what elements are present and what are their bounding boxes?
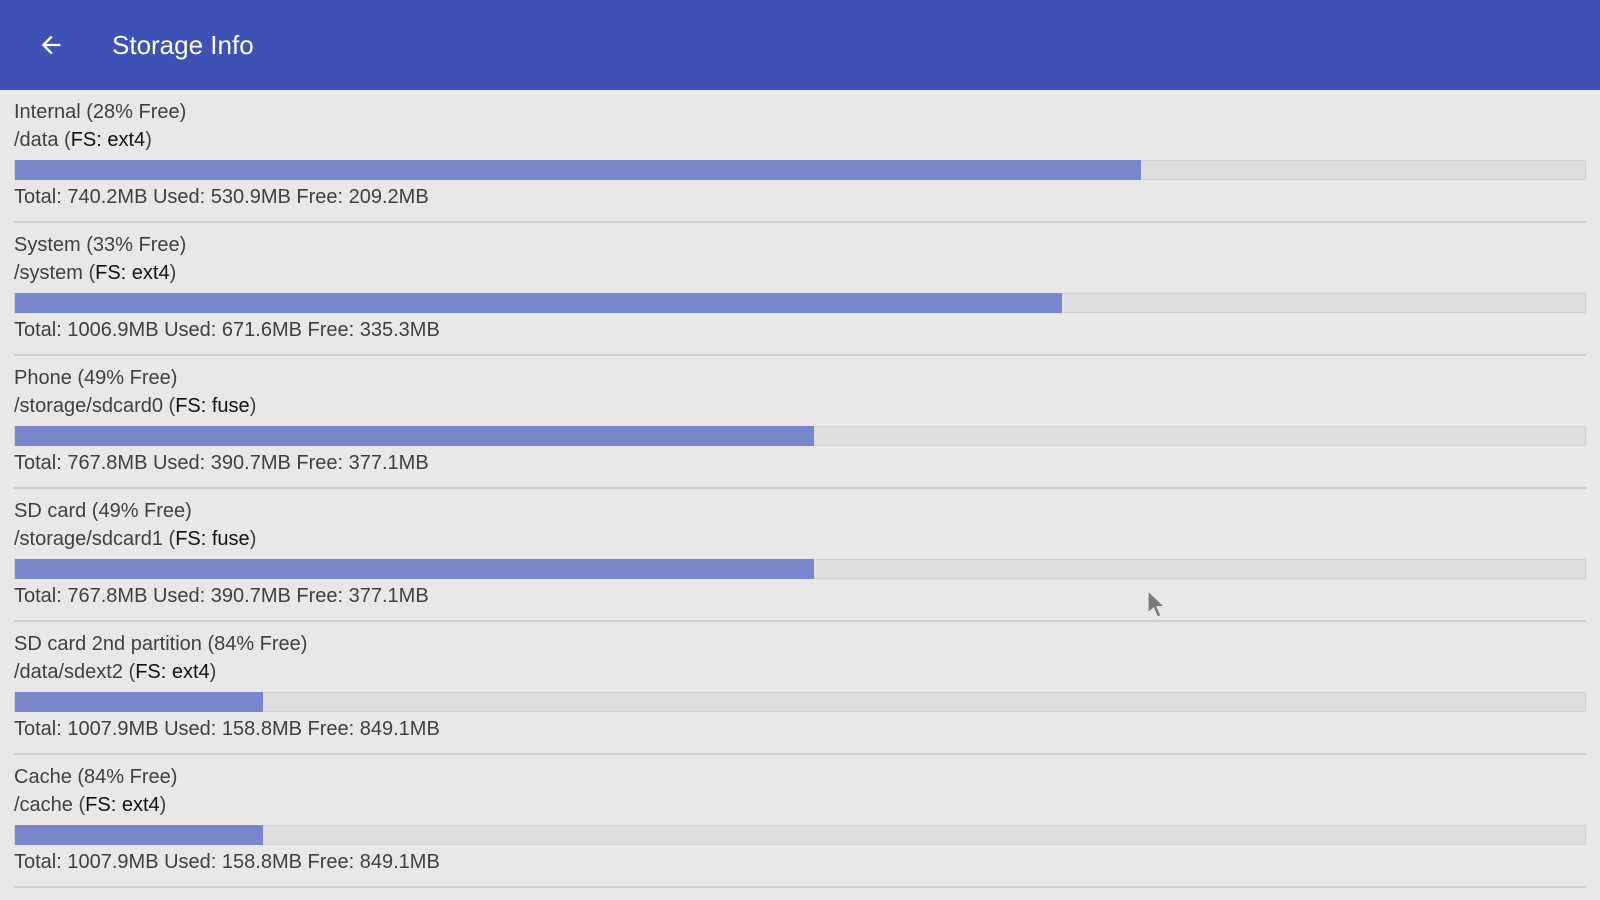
storage-name: System (33% Free) [14, 234, 187, 256]
storage-stats: Total: 1006.9MB Used: 671.6MB Free: 335.… [14, 319, 440, 341]
storage-name: SD card 2nd partition (84% Free) [14, 633, 308, 655]
app-bar: Storage Info [0, 0, 1600, 90]
storage-stats: Total: 767.8MB Used: 390.7MB Free: 377.1… [14, 585, 429, 607]
storage-item-phone[interactable]: Phone (49% Free) /storage/sdcard0 (FS: f… [14, 356, 1586, 489]
storage-path: /data (FS: ext4) [14, 129, 152, 151]
storage-stats: Total: 767.8MB Used: 390.7MB Free: 377.1… [14, 452, 429, 474]
storage-item-sd-card-2nd-partition[interactable]: SD card 2nd partition (84% Free) /data/s… [14, 622, 1586, 755]
usage-bar-fill [15, 293, 1063, 313]
storage-item-cache[interactable]: Cache (84% Free) /cache (FS: ext4) Total… [14, 755, 1586, 888]
storage-stats: Total: 1007.9MB Used: 158.8MB Free: 849.… [14, 718, 440, 740]
usage-bar [14, 692, 1586, 712]
usage-bar-fill [15, 559, 815, 579]
storage-name: Cache (84% Free) [14, 766, 178, 788]
storage-name: SD card (49% Free) [14, 500, 192, 522]
usage-bar [14, 825, 1586, 845]
mouse-pointer-icon [1147, 589, 1169, 625]
usage-bar [14, 559, 1586, 579]
usage-bar [14, 293, 1586, 313]
page-title: Storage Info [112, 29, 254, 60]
usage-bar-fill [15, 160, 1141, 180]
storage-item-sd-card[interactable]: SD card (49% Free) /storage/sdcard1 (FS:… [14, 489, 1586, 622]
filesystem-label: FS: fuse [175, 528, 250, 550]
usage-bar-fill [15, 426, 815, 446]
usage-bar [14, 426, 1586, 446]
usage-bar-fill [15, 825, 264, 845]
storage-stats: Total: 1007.9MB Used: 158.8MB Free: 849.… [14, 851, 440, 873]
storage-path: /storage/sdcard0 (FS: fuse) [14, 395, 257, 417]
usage-bar [14, 160, 1586, 180]
storage-name: Phone (49% Free) [14, 367, 178, 389]
filesystem-label: FS: ext4 [135, 661, 210, 683]
filesystem-label: FS: ext4 [95, 262, 170, 284]
arrow-left-icon [41, 35, 61, 55]
filesystem-label: FS: fuse [175, 395, 250, 417]
back-button[interactable] [23, 17, 79, 73]
storage-list: Internal (28% Free) /data (FS: ext4) Tot… [14, 90, 1586, 888]
storage-item-internal[interactable]: Internal (28% Free) /data (FS: ext4) Tot… [14, 90, 1586, 223]
filesystem-label: FS: ext4 [85, 794, 160, 816]
storage-name: Internal (28% Free) [14, 101, 187, 123]
storage-path: /storage/sdcard1 (FS: fuse) [14, 528, 257, 550]
storage-path: /cache (FS: ext4) [14, 794, 167, 816]
storage-stats: Total: 740.2MB Used: 530.9MB Free: 209.2… [14, 186, 429, 208]
storage-path: /data/sdext2 (FS: ext4) [14, 661, 217, 683]
storage-path: /system (FS: ext4) [14, 262, 177, 284]
storage-item-system[interactable]: System (33% Free) /system (FS: ext4) Tot… [14, 223, 1586, 356]
usage-bar-fill [15, 692, 264, 712]
filesystem-label: FS: ext4 [70, 129, 146, 151]
